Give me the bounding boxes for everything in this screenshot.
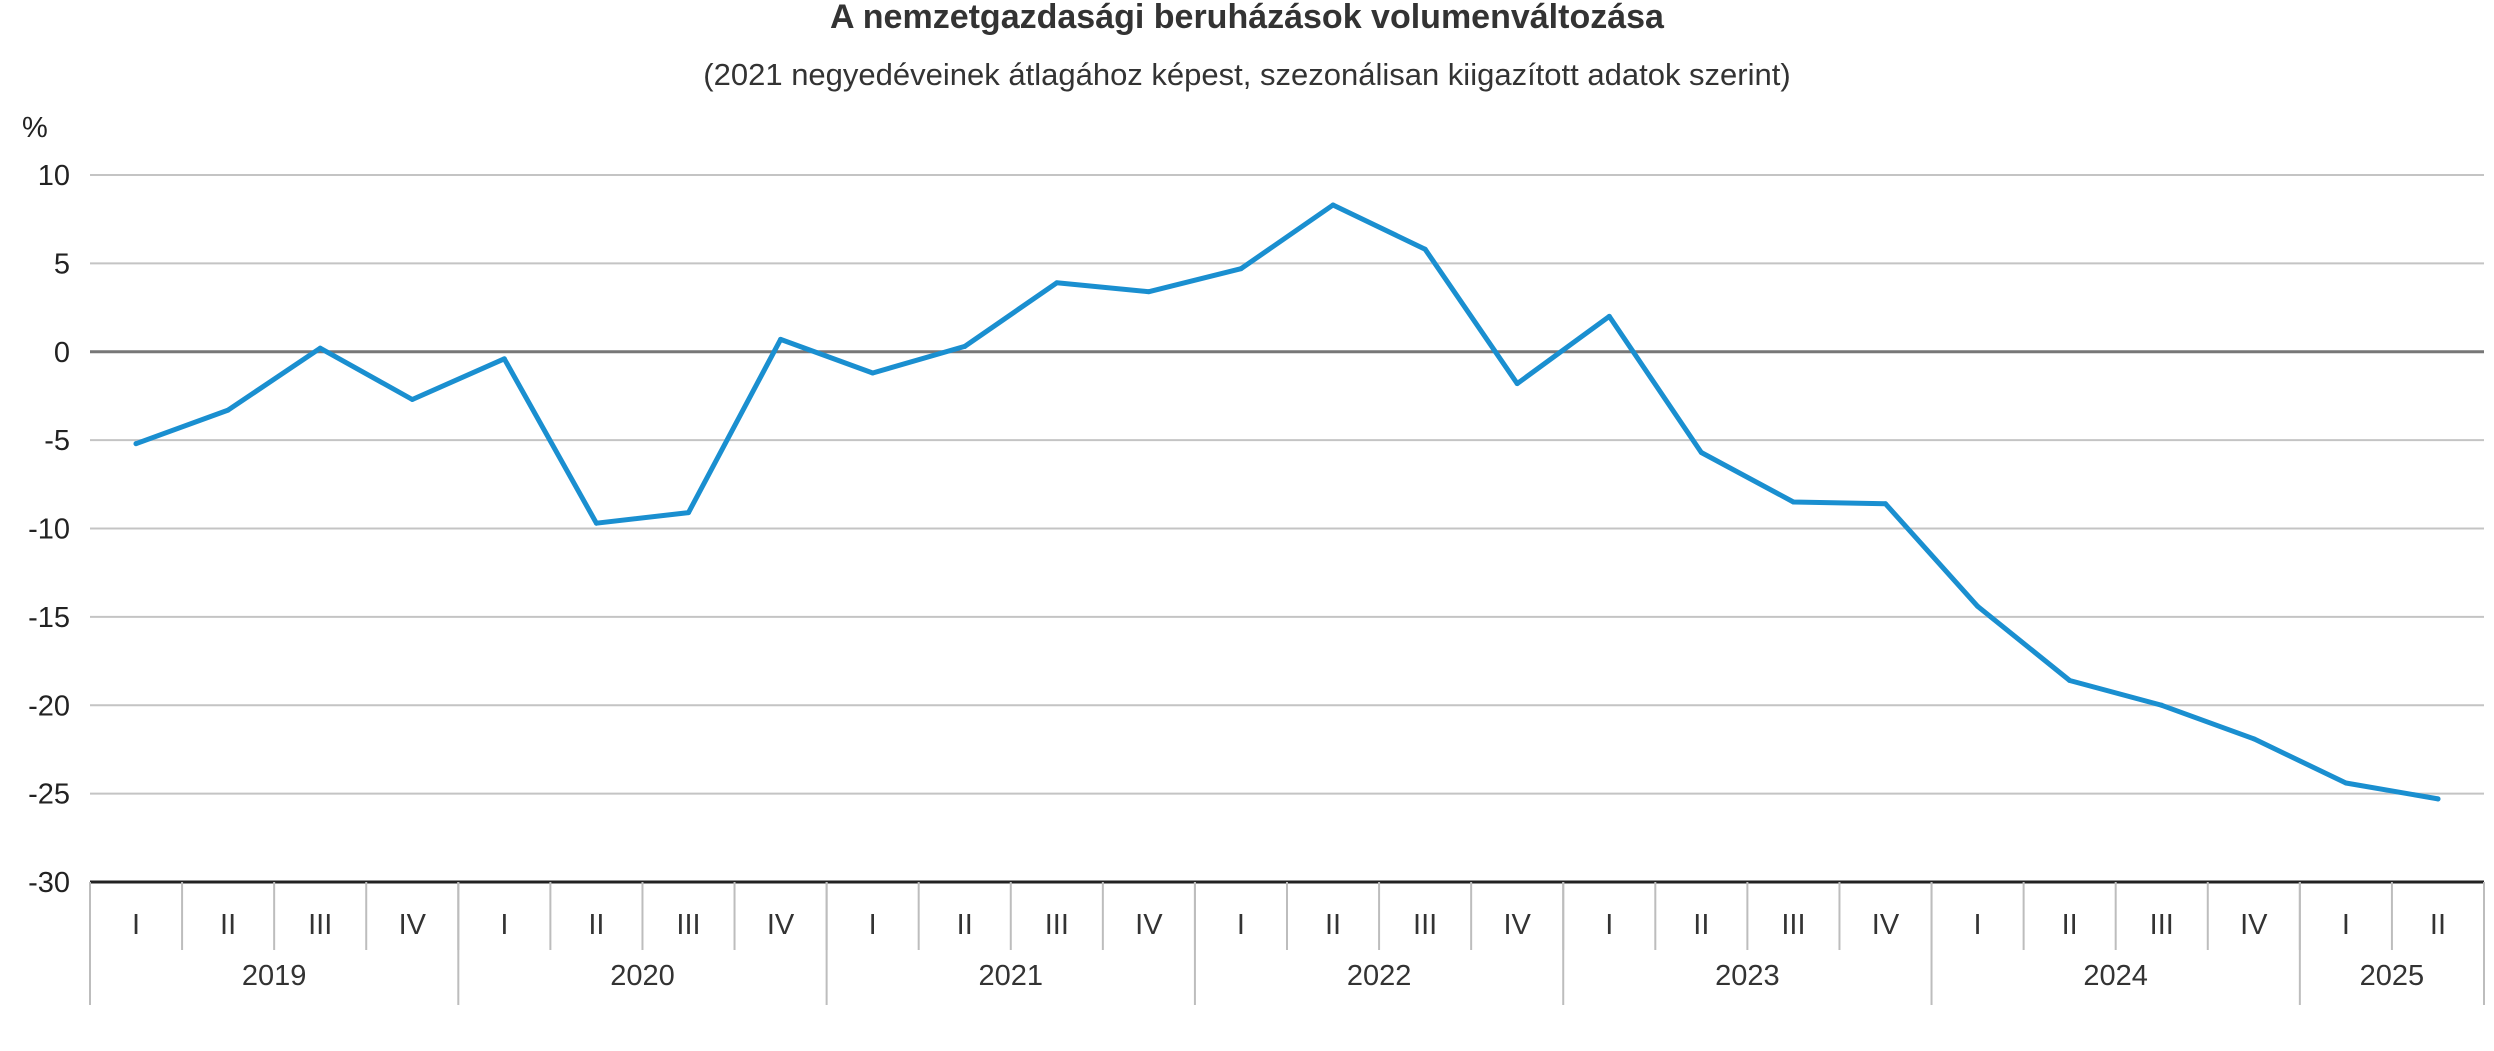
year-label: 2022	[1347, 960, 1412, 992]
y-tick-label: -30	[28, 867, 70, 899]
x-tick-label: II	[957, 909, 973, 941]
year-label: 2024	[2083, 960, 2148, 992]
x-tick-label: IV	[1872, 909, 1900, 941]
data-point	[1330, 202, 1336, 208]
x-tick-label: IV	[1135, 909, 1163, 941]
x-tick-label: II	[2062, 909, 2078, 941]
x-tick-label: III	[1781, 909, 1805, 941]
series-line	[133, 202, 2441, 802]
y-tick-label: 5	[54, 248, 70, 280]
data-point	[1790, 499, 1796, 505]
x-tick-label: I	[2342, 909, 2350, 941]
data-point	[962, 343, 968, 349]
x-tick-label: I	[132, 909, 140, 941]
data-point	[2159, 702, 2165, 708]
series-group	[133, 202, 2441, 802]
x-tick-label: IV	[767, 909, 795, 941]
y-tick-label: -25	[28, 779, 70, 811]
chart-subtitle: (2021 negyedéveinek átlagához képest, sz…	[703, 57, 1790, 92]
y-tick-label: 10	[38, 160, 70, 192]
x-tick-label: II	[588, 909, 604, 941]
x-tick-label: II	[2430, 909, 2446, 941]
year-label: 2021	[979, 960, 1044, 992]
data-point	[1054, 280, 1060, 286]
x-tick-label: II	[220, 909, 236, 941]
year-label: 2023	[1715, 960, 1780, 992]
x-tick-label: II	[1693, 909, 1709, 941]
x-tick-label: II	[1325, 909, 1341, 941]
data-point	[1883, 501, 1888, 507]
x-tick-label: III	[676, 909, 700, 941]
x-tick-label: III	[1045, 909, 1069, 941]
data-point	[1146, 289, 1152, 295]
chart-title: A nemzetgazdasági beruházások volumenvál…	[830, 0, 1665, 36]
x-tick-label: IV	[2240, 909, 2268, 941]
data-point	[1514, 381, 1520, 387]
y-axis-ticks: 10 5 0 -5 -10 -15 -20 -25 -30	[28, 160, 70, 899]
y-tick-label: -5	[44, 425, 70, 457]
y-axis-label: %	[22, 112, 48, 144]
year-label: 2025	[2360, 960, 2425, 992]
year-label: 2019	[242, 960, 307, 992]
data-point	[1975, 603, 1981, 609]
data-point	[2343, 780, 2349, 786]
y-tick-label: 0	[54, 337, 70, 369]
x-tick-label: I	[1974, 909, 1982, 941]
x-tick-label: IV	[399, 909, 427, 941]
data-point	[133, 441, 139, 447]
y-tick-label: -15	[28, 602, 70, 634]
y-tick-label: -10	[28, 514, 70, 546]
y-tick-label: -20	[28, 690, 70, 722]
data-point	[317, 345, 323, 351]
x-axis: I II III IV I II III IV I II III IV I II III IV I II III IV…	[89, 882, 2485, 1005]
gridlines	[90, 174, 2484, 884]
x-tick-label: I	[869, 909, 877, 941]
data-point	[1422, 246, 1428, 252]
data-point	[686, 510, 691, 516]
x-tick-label: I	[500, 909, 508, 941]
data-point	[778, 336, 784, 342]
data-point	[2251, 736, 2257, 742]
data-point	[409, 396, 415, 402]
data-point	[2435, 796, 2441, 802]
data-point	[501, 356, 507, 362]
x-tick-label: III	[1413, 909, 1437, 941]
data-point	[1606, 313, 1612, 319]
year-label: 2020	[610, 960, 675, 992]
data-point	[593, 520, 599, 526]
x-tick-label: I	[1605, 909, 1613, 941]
x-tick-label: IV	[1503, 909, 1531, 941]
data-point	[225, 407, 231, 413]
data-point	[1238, 266, 1244, 272]
x-tick-label: I	[1237, 909, 1245, 941]
x-tick-label: III	[308, 909, 332, 941]
data-point	[1698, 449, 1704, 455]
data-point	[870, 370, 876, 376]
data-point	[2067, 678, 2073, 684]
x-tick-label: III	[2150, 909, 2174, 941]
